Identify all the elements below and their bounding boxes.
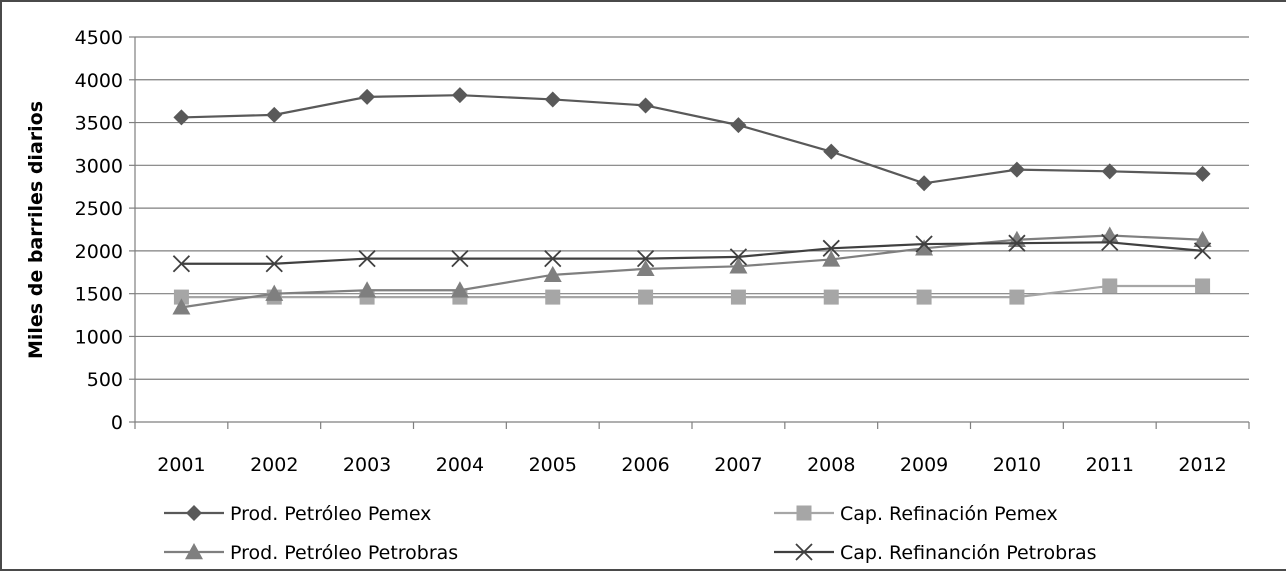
data-point: [1100, 226, 1119, 243]
data-point: [1193, 230, 1212, 247]
data-point: [173, 289, 189, 305]
data-point: [729, 248, 748, 266]
x-tick-label: 2007: [714, 454, 762, 476]
series-line: [181, 234, 1203, 309]
data-point: [544, 91, 561, 108]
x-tick-label: 2008: [807, 454, 855, 476]
x-tick-label: 2010: [993, 454, 1041, 476]
data-point: [1101, 163, 1118, 180]
y-tick-label: 4000: [75, 70, 123, 92]
legend-item: Cap. Refinación Pemex: [774, 503, 1058, 525]
y-tick-label: 2500: [75, 198, 123, 220]
data-point: [1195, 278, 1211, 294]
series-line: [181, 284, 1203, 299]
data-point: [730, 117, 747, 134]
legend-item: Prod. Petróleo Pemex: [164, 503, 431, 525]
x-tick-label: 2005: [529, 454, 577, 476]
data-point: [1101, 233, 1119, 251]
data-point: [1009, 289, 1025, 305]
x-tick-label: 2004: [436, 454, 484, 476]
axes: [129, 36, 1250, 429]
data-point: [823, 289, 839, 305]
y-tick-label: 500: [87, 369, 123, 391]
x-tick-label: 2002: [250, 454, 298, 476]
data-point: [450, 281, 469, 298]
series-1: [173, 87, 1211, 192]
legend-label: Prod. Petróleo Pemex: [230, 503, 431, 525]
data-point: [730, 289, 746, 305]
legend-label: Cap. Refinación Pemex: [840, 503, 1058, 525]
data-point: [916, 175, 933, 192]
data-point: [729, 257, 748, 274]
legend-item: Prod. Petróleo Petrobras: [164, 542, 458, 564]
legend-marker: [186, 505, 202, 521]
data-point: [358, 281, 377, 298]
y-tick-label: 4500: [75, 27, 123, 49]
x-tick-label: 2009: [900, 454, 948, 476]
legend: Prod. Petróleo Pemex Cap. Refinación Peme…: [164, 503, 1097, 564]
data-point: [1194, 165, 1211, 182]
y-axis-title: Miles de barriles diarios: [25, 101, 47, 359]
data-point: [544, 249, 562, 268]
data-point: [1008, 234, 1026, 252]
y-tick-label: 3000: [75, 155, 123, 177]
y-tick-label: 2000: [75, 241, 123, 263]
data-point: [636, 249, 655, 268]
legend-marker: [796, 505, 812, 521]
series-4: [172, 233, 1212, 273]
x-tick-label: 2001: [157, 454, 205, 476]
gridlines: [135, 36, 1249, 380]
data-point: [451, 87, 468, 104]
data-point: [636, 259, 655, 277]
data-point: [638, 289, 654, 305]
data-point: [266, 106, 283, 123]
legend-item: Cap. Refinanción Petrobras: [774, 542, 1097, 564]
data-point: [173, 109, 190, 126]
x-tick-label: 2011: [1086, 454, 1134, 476]
data-point: [916, 289, 932, 305]
data-point: [172, 255, 191, 273]
y-tick-labels: 0 500 1000 1500 2000 2500 3000 3500 4000 4500: [75, 27, 123, 434]
x-tick-label: 2012: [1178, 454, 1226, 476]
data-point: [822, 239, 840, 257]
x-tick-label: 2003: [343, 454, 391, 476]
series-3: [172, 226, 1212, 315]
data-point: [915, 239, 934, 256]
data-point: [823, 143, 840, 160]
legend-marker: [185, 543, 203, 560]
data-point: [358, 249, 376, 268]
y-tick-label: 1500: [75, 284, 123, 306]
data-point: [451, 249, 469, 268]
x-tick-label: 2006: [621, 454, 669, 476]
legend-marker: [795, 543, 813, 561]
legend-label: Cap. Refinanción Petrobras: [840, 542, 1097, 564]
data-point: [172, 298, 191, 315]
data-point: [1008, 161, 1025, 178]
x-tick-labels: 2001 2002 2003 2004 2005 2006 2007 2008 2009 2010…: [157, 454, 1227, 476]
data-point: [265, 255, 283, 273]
series-lines: [172, 87, 1212, 315]
data-point: [1193, 242, 1212, 260]
data-point: [637, 97, 654, 114]
series-line: [181, 94, 1203, 185]
y-tick-label: 3500: [75, 113, 123, 135]
data-point: [265, 284, 284, 301]
y-tick-label: 1000: [75, 326, 123, 348]
data-point: [1102, 278, 1118, 294]
data-point: [545, 289, 561, 305]
y-tick-label: 0: [111, 412, 123, 434]
data-point: [822, 250, 841, 267]
legend-label: Prod. Petróleo Petrobras: [230, 542, 458, 564]
data-point: [915, 235, 933, 253]
data-point: [359, 88, 376, 105]
series-line: [181, 241, 1203, 265]
data-point: [543, 265, 562, 283]
